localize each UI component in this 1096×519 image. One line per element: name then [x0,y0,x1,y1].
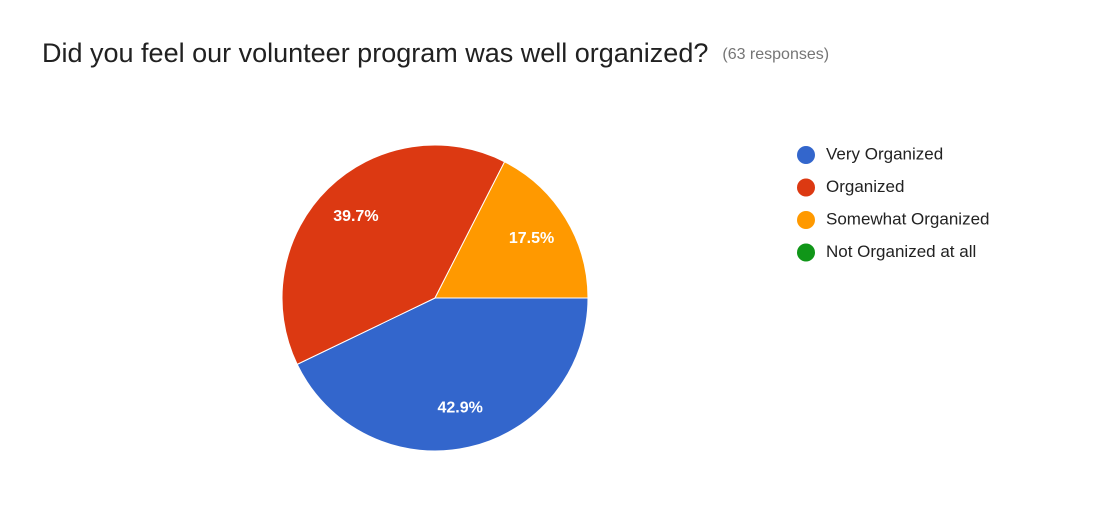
pie-slice [296,297,589,452]
value-label: 17.5% [509,230,554,247]
legend-label: Organized [826,177,904,196]
legend-swatch [797,211,815,229]
value-label: 42.9% [438,400,483,417]
pie-slice [434,161,589,299]
chart-subtitle: (63 responses) [722,46,829,63]
legend-label: Very Organized [826,144,943,163]
chart-title: Did you feel our volunteer program was w… [42,38,708,68]
pie-slice [281,144,506,366]
legend-swatch [797,178,815,197]
legend-swatch [797,146,815,164]
value-label: 39.7% [333,208,378,225]
legend-swatch [797,243,815,262]
legend-label: Somewhat Organized [826,209,989,228]
legend-label: Not Organized at all [826,242,976,261]
